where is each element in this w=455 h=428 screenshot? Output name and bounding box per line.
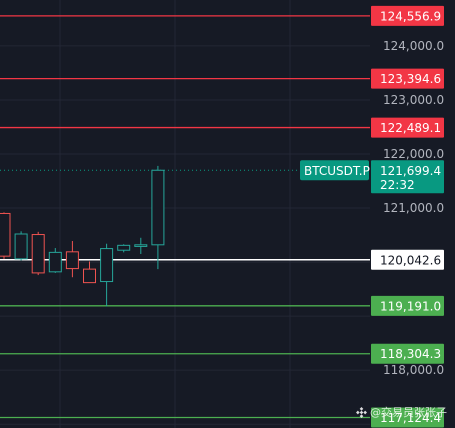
candle-down	[0, 212, 11, 257]
candle-down	[83, 268, 96, 284]
level-tag-label: 122,489.1	[380, 121, 441, 135]
y-tick-label: 118,000.0	[383, 363, 444, 377]
candle-up	[100, 248, 114, 283]
price-level-lines	[0, 15, 370, 419]
current-price-tag	[371, 160, 444, 194]
symbol-label: BTCUSDT.P	[304, 164, 370, 178]
level-tag-label: 123,394.6	[380, 72, 441, 86]
level-tag-support	[371, 343, 444, 364]
current-price-label: 121,699.4	[380, 164, 441, 178]
symbol-tag	[300, 160, 369, 181]
level-tag-label: 117,124.4	[380, 411, 441, 425]
candle-down	[65, 251, 79, 270]
candlesticks	[0, 165, 165, 307]
candle-up	[134, 244, 148, 247]
watermark: @交易员张张子	[356, 404, 447, 420]
level-tag-label: 119,191.0	[380, 299, 441, 313]
price-tags: 124,556.9 123,394.6 122,489.1 120,042.6 119,…	[300, 5, 444, 428]
level-tag-label: 118,304.3	[380, 347, 441, 361]
level-tag-label: 124,556.9	[380, 9, 441, 23]
y-tick-label: 123,000.0	[383, 93, 444, 107]
candle-up	[48, 251, 62, 273]
level-tag-support	[371, 407, 444, 428]
candle-up	[151, 169, 165, 246]
candle-up	[117, 244, 131, 251]
y-tick-label: 121,000.0	[383, 201, 444, 215]
level-tag-pivot	[371, 249, 444, 270]
level-tag-label: 120,042.6	[380, 253, 441, 267]
countdown-label: 22:32	[380, 178, 415, 192]
candle-up	[14, 233, 28, 260]
candle-down	[31, 234, 45, 274]
level-tag-resistance	[371, 68, 444, 89]
binance-logo-icon	[356, 406, 367, 418]
price-axis[interactable]: 124,000.0 123,000.0 122,000.0 121,000.0 118,…	[383, 39, 444, 377]
y-tick-label: 122,000.0	[383, 147, 444, 161]
level-tag-resistance	[371, 5, 444, 26]
watermark-text: @交易员张张子	[370, 406, 447, 419]
grid-lines	[0, 0, 370, 428]
level-tag-support	[371, 295, 444, 316]
y-tick-label: 124,000.0	[383, 39, 444, 53]
level-tag-resistance	[371, 117, 444, 138]
